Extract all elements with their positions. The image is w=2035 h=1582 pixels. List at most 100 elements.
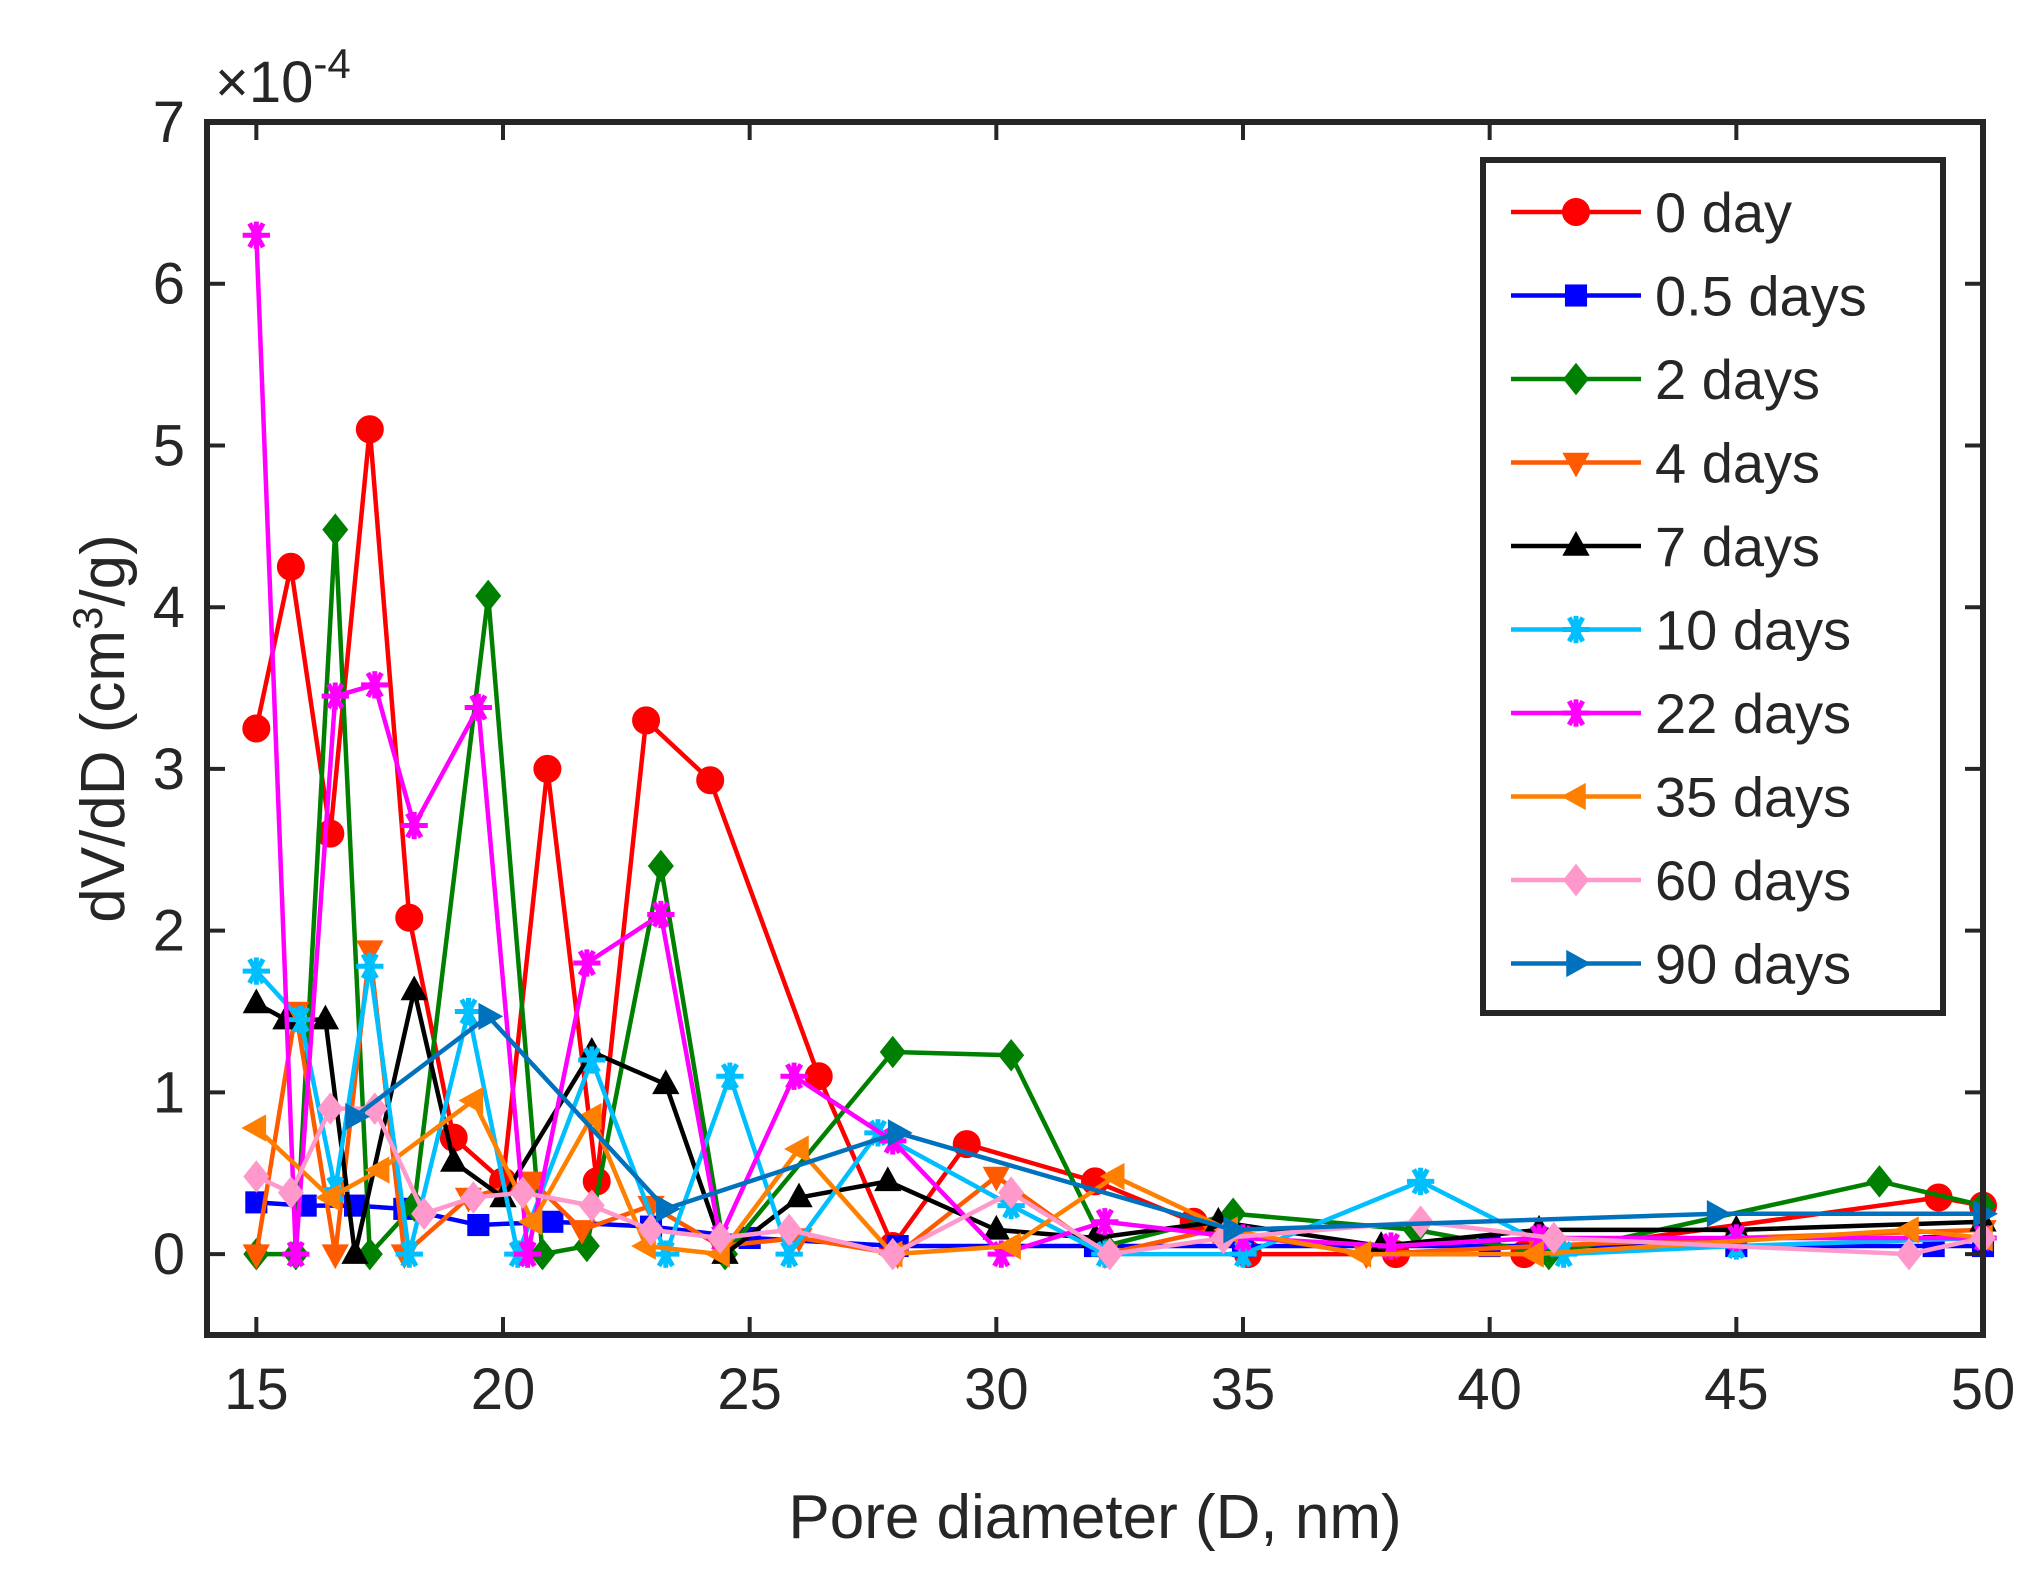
legend-label: 4 days: [1655, 432, 1820, 495]
y-axis-title-main: dV/dD (cm: [69, 630, 138, 923]
asterisk-core: [1237, 1248, 1249, 1260]
x-axis-title: Pore diameter (D, nm): [788, 1483, 1401, 1552]
y-tick-label: 1: [153, 1060, 185, 1125]
data-point: [578, 1046, 606, 1074]
asterisk-core: [783, 1248, 795, 1260]
data-point: [518, 1171, 547, 1197]
data-point: [652, 1240, 680, 1268]
data-point: [321, 682, 349, 710]
asterisk-core: [581, 957, 593, 969]
exponent-power: -4: [313, 40, 350, 87]
data-point: [879, 1237, 906, 1271]
legend-label: 10 days: [1655, 599, 1851, 662]
legend-label: 35 days: [1655, 766, 1851, 829]
data-point: [317, 1092, 344, 1125]
asterisk-core: [472, 701, 485, 714]
legend-label: 2 days: [1655, 348, 1820, 411]
data-point: [1091, 1208, 1119, 1236]
legend-swatch-marker: [1566, 949, 1591, 978]
data-point: [311, 1004, 340, 1030]
y-axis-title-tail: /g): [69, 534, 138, 606]
data-point: [460, 1181, 487, 1214]
legend-item: 0 day: [1511, 181, 1792, 244]
exponent-label: ×10-4: [215, 40, 351, 115]
y-tick-label: 5: [153, 413, 185, 478]
y-tick-label: 6: [153, 252, 185, 317]
y-tick-label: 4: [153, 575, 185, 640]
data-point: [355, 415, 384, 444]
data-point: [242, 957, 270, 985]
data-point: [998, 1176, 1025, 1209]
data-point: [243, 1160, 270, 1193]
x-tick-label: 50: [1951, 1357, 2016, 1422]
data-point: [578, 1189, 605, 1222]
y-tick-label: 2: [153, 899, 185, 964]
data-point: [696, 766, 725, 795]
data-point: [475, 579, 502, 613]
data-point: [341, 1239, 369, 1264]
data-point: [276, 552, 305, 581]
data-point: [277, 1176, 304, 1209]
data-point: [1406, 1167, 1435, 1196]
legend-swatch-marker: [1562, 452, 1590, 478]
data-point: [1866, 1165, 1893, 1198]
exponent-times: ×: [215, 50, 249, 115]
data-point: [541, 1210, 564, 1233]
data-point: [364, 1156, 390, 1184]
legend-label: 7 days: [1655, 515, 1820, 578]
data-point: [242, 221, 270, 249]
data-point: [242, 714, 271, 743]
series-90-days: [345, 1002, 1998, 1244]
data-point: [400, 975, 428, 1001]
asterisk-core: [585, 1054, 598, 1066]
data-point: [400, 811, 428, 840]
legend-label: 0.5 days: [1655, 265, 1867, 328]
legend-label: 22 days: [1655, 682, 1851, 745]
legend-item: 0.5 days: [1511, 265, 1867, 328]
data-point: [716, 1062, 744, 1090]
data-point: [356, 952, 384, 980]
data-point: [517, 1208, 543, 1236]
data-point: [315, 1183, 341, 1212]
legend-swatch-marker: [1562, 699, 1590, 727]
legend: 0 day 0.5 days 2 days 4 days 7 days 10 days 22…: [1480, 157, 1946, 1016]
asterisk-core: [659, 1248, 672, 1260]
legend-items: 0 day 0.5 days 2 days 4 days 7 days 10 days 22…: [1511, 181, 1867, 996]
legend-swatch-marker: [1561, 782, 1586, 811]
asterisk-core: [1414, 1175, 1427, 1188]
data-point: [1099, 1162, 1125, 1191]
data-point: [242, 1244, 270, 1270]
data-point: [242, 988, 270, 1014]
data-point: [1519, 1240, 1544, 1268]
legend-item: 2 days: [1511, 348, 1820, 411]
asterisk-core: [368, 678, 381, 691]
data-point: [464, 693, 492, 722]
legend-item: 90 days: [1511, 933, 1851, 996]
asterisk-core: [462, 1005, 475, 1018]
data-point: [982, 1214, 1010, 1240]
asterisk-core: [329, 690, 342, 703]
legend-item: 60 days: [1511, 849, 1851, 912]
data-point: [780, 1062, 808, 1090]
data-point: [1894, 1216, 1919, 1244]
asterisk-core: [995, 1248, 1008, 1260]
data-point: [656, 1195, 681, 1223]
asterisk-core: [408, 819, 421, 832]
x-tick-label: 40: [1457, 1357, 1522, 1422]
data-point: [1896, 1237, 1922, 1271]
x-tick-label: 20: [471, 1357, 536, 1422]
legend-swatch-marker: [1563, 863, 1589, 897]
asterisk-core: [363, 960, 376, 973]
data-point: [568, 1220, 596, 1245]
data-point: [887, 1119, 913, 1147]
legend-item: 35 days: [1511, 766, 1851, 829]
data-point: [1540, 1221, 1567, 1255]
asterisk-core: [403, 1248, 416, 1260]
series-layer: [241, 221, 1998, 1271]
data-point: [509, 1176, 536, 1209]
data-point: [647, 900, 675, 929]
asterisk-core: [1099, 1215, 1111, 1228]
legend-swatch-marker: [1563, 362, 1589, 396]
data-point: [1223, 1216, 1249, 1244]
